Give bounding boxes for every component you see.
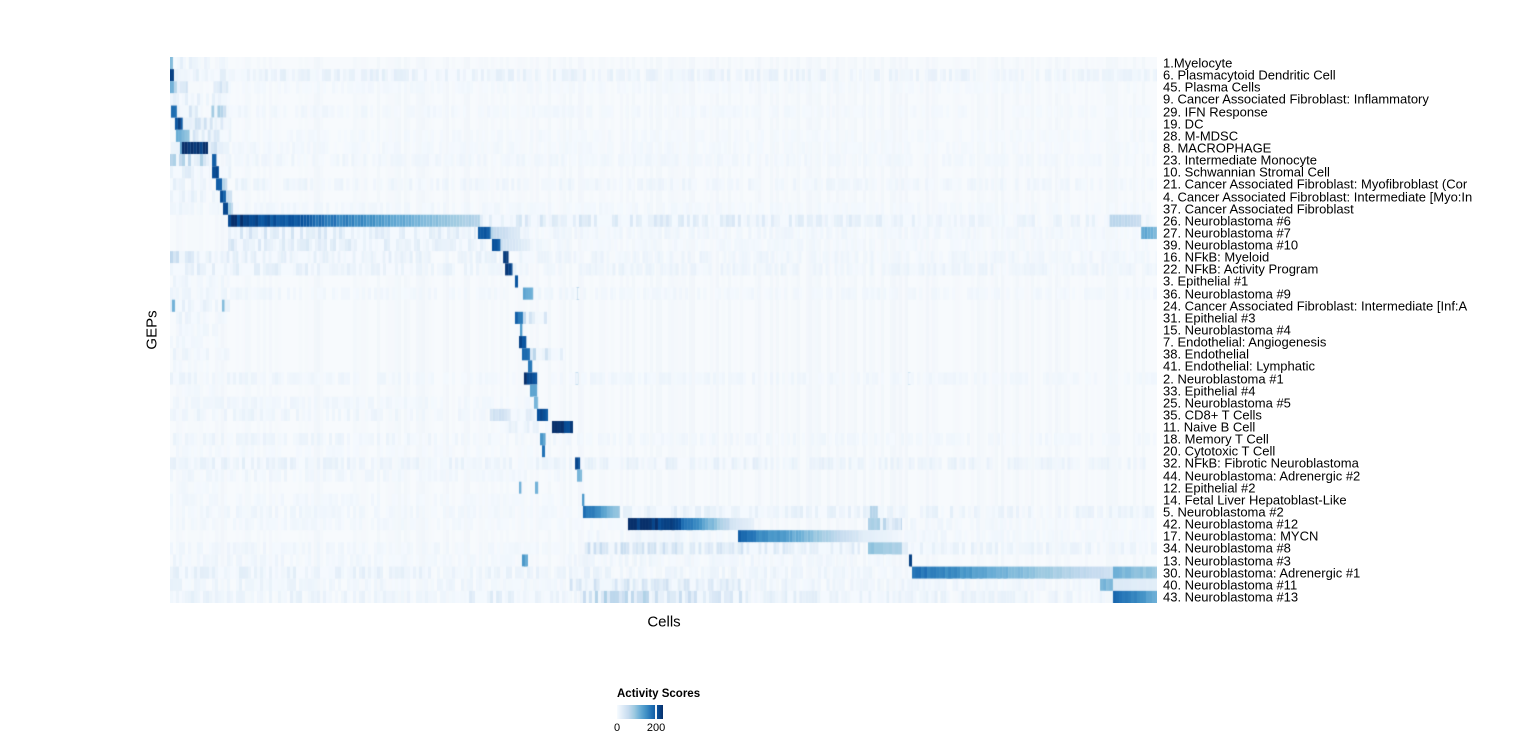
row-label: 27. Neuroblastoma #7 [1163,225,1291,241]
row-label: 25. Neuroblastoma #5 [1163,395,1291,411]
row-label: 18. Memory T Cell [1163,431,1269,447]
row-label: 8. MACROPHAGE [1163,140,1272,156]
row-label: 15. Neuroblastoma #4 [1163,322,1291,338]
row-label: 4. Cancer Associated Fibroblast: Interme… [1163,189,1473,205]
row-label: 16. NFkB: Myeloid [1163,249,1270,265]
row-label: 44. Neuroblastoma: Adrenergic #2 [1163,468,1361,484]
row-label: 24. Cancer Associated Fibroblast: Interm… [1163,298,1468,314]
row-label: 13. Neuroblastoma #3 [1163,553,1291,569]
y-axis-label: GEPs [143,310,161,350]
row-label: 7. Endothelial: Angiogenesis [1163,334,1327,350]
row-label: 30. Neuroblastoma: Adrenergic #1 [1163,565,1361,581]
row-label: 21. Cancer Associated Fibroblast: Myofib… [1163,176,1468,192]
row-label: 35. CD8+ T Cells [1163,407,1262,423]
row-label: 41. Endothelial: Lymphatic [1163,358,1316,374]
heatmap-plot-area [170,57,1157,603]
row-label: 34. Neuroblastoma #8 [1163,540,1291,556]
x-axis-label: Cells [647,613,681,631]
row-label: 28. M-MDSC [1163,128,1239,144]
colorbar-tick-label-min: 0 [613,722,621,734]
row-label: 43. Neuroblastoma #13 [1163,589,1299,605]
row-label: 32. NFkB: Fibrotic Neuroblastoma [1163,455,1359,471]
row-label: 23. Intermediate Monocyte [1163,152,1317,168]
row-label: 39. Neuroblastoma #10 [1163,237,1299,253]
row-label: 9. Cancer Associated Fibroblast: Inflamm… [1163,91,1429,107]
row-label: 12. Epithelial #2 [1163,480,1256,496]
row-label: 38. Endothelial [1163,346,1250,362]
colorbar-tick-label-max: 200 [646,722,666,734]
row-label: 37. Cancer Associated Fibroblast [1163,201,1354,217]
legend-title: Activity Scores [617,688,701,700]
row-label: 10. Schwannian Stromal Cell [1163,164,1330,180]
row-label: 20. Cytotoxic T Cell [1163,443,1276,459]
row-label: 26. Neuroblastoma #6 [1163,213,1291,229]
row-label: 31. Epithelial #3 [1163,310,1256,326]
row-label: 40. Neuroblastoma #11 [1163,577,1298,593]
row-label: 14. Fetal Liver Hepatoblast-Like [1163,492,1347,508]
row-label: 29. IFN Response [1163,104,1268,120]
colorbar-gradient [617,705,663,719]
colorbar-tick-labels: 0 200 [613,722,666,735]
row-label: 5. Neuroblastoma #2 [1163,504,1284,520]
colorbar-tick-mark [655,705,658,719]
row-label: 19. DC [1163,116,1204,132]
row-label: 42. Neuroblastoma #12 [1163,516,1299,532]
row-label: 22. NFkB: Activity Program [1163,261,1319,277]
row-label: 6. Plasmacytoid Dendritic Cell [1163,67,1336,83]
row-label: 33. Epithelial #4 [1163,383,1256,399]
colorbar-legend: Activity Scores 0 200 [613,688,747,735]
row-label: 1.Myelocyte [1163,55,1233,71]
row-label: 11. Naive B Cell [1163,419,1256,435]
row-label: 17. Neuroblastoma: MYCN [1163,528,1319,544]
row-labels-column: 1.Myelocyte 6. Plasmacytoid Dendritic Cel… [1163,55,1540,605]
row-label: 2. Neuroblastoma #1 [1163,371,1284,387]
heatmap-image [170,57,1157,603]
row-label: 45. Plasma Cells [1163,79,1261,95]
row-label: 3. Epithelial #1 [1163,273,1249,289]
row-label: 36. Neuroblastoma #9 [1163,286,1291,302]
